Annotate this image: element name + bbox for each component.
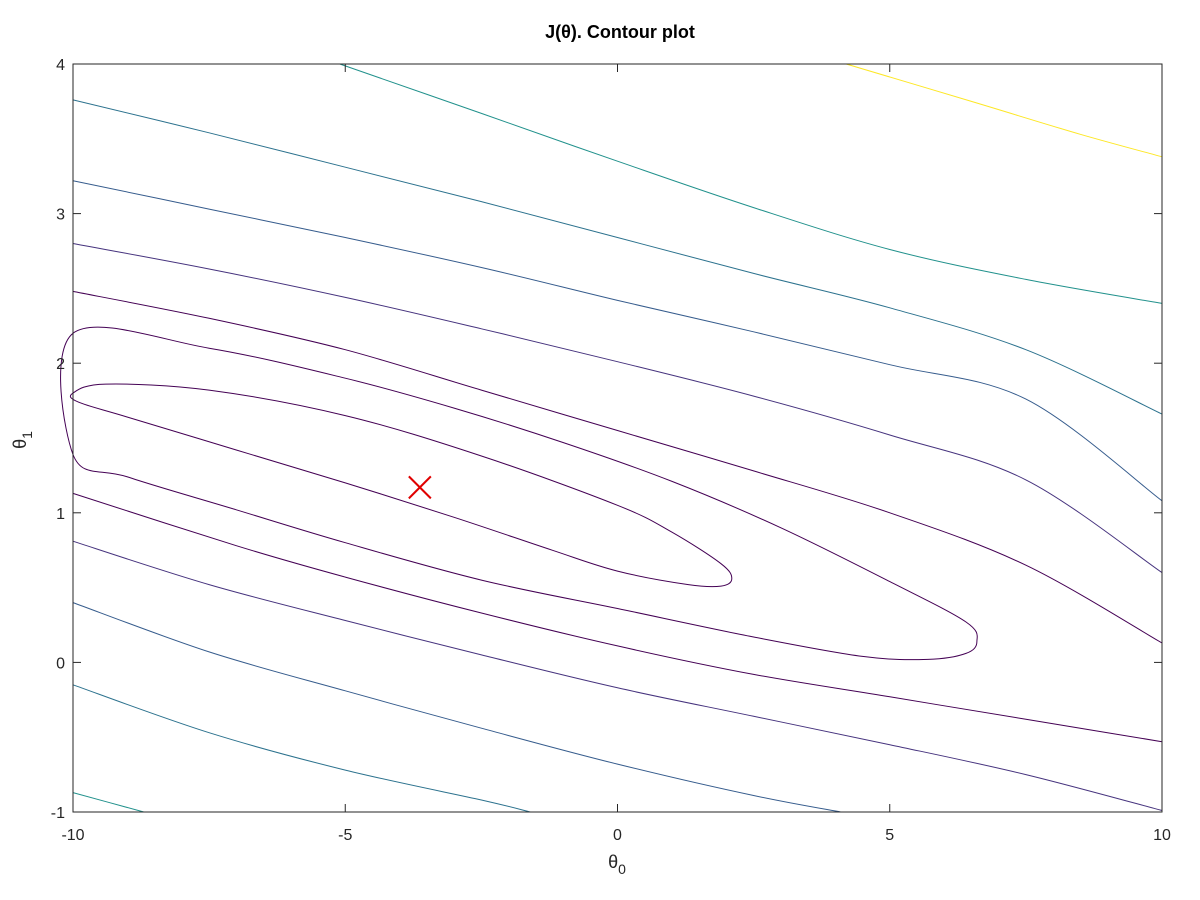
y-tick-label: 4 bbox=[56, 57, 65, 74]
x-tick-label: -10 bbox=[61, 827, 84, 844]
contour-line-1 bbox=[69, 383, 733, 588]
contour-line-13 bbox=[846, 63, 1163, 158]
y-axis-label-text: θ1 bbox=[10, 431, 35, 449]
contour-line-6 bbox=[72, 243, 1163, 574]
x-tick-label: 0 bbox=[613, 827, 622, 844]
minimum-marker-stroke-2 bbox=[408, 475, 432, 500]
y-tick-label: 2 bbox=[56, 356, 65, 373]
chart-title: J(θ). Contour plot bbox=[545, 22, 695, 42]
contour-line-2 bbox=[60, 326, 978, 661]
y-axis-label: θ1 bbox=[10, 431, 35, 449]
contour-lines bbox=[60, 63, 1163, 813]
contour-line-9 bbox=[72, 684, 531, 813]
contour-line-4 bbox=[72, 290, 1163, 644]
y-tick-label: 0 bbox=[56, 655, 65, 672]
contour-line-10 bbox=[72, 99, 1163, 415]
contour-line-3 bbox=[72, 492, 1163, 743]
x-axis-label-text: θ0 bbox=[608, 852, 626, 877]
y-tick-label: 1 bbox=[56, 506, 65, 523]
x-tick-label: -5 bbox=[338, 827, 352, 844]
y-tick-label: -1 bbox=[51, 805, 65, 822]
contour-line-11 bbox=[72, 792, 144, 813]
x-tick-label: 5 bbox=[885, 827, 894, 844]
y-tick-label: 3 bbox=[56, 207, 65, 224]
plot-background bbox=[73, 64, 1162, 812]
contour-line-7 bbox=[72, 602, 841, 813]
contour-line-5 bbox=[72, 540, 1163, 811]
contour-line-8 bbox=[72, 180, 1163, 502]
contour-line-12 bbox=[339, 63, 1163, 304]
minimum-marker bbox=[408, 475, 432, 500]
x-tick-label: 10 bbox=[1153, 827, 1171, 844]
x-axis-label: θ0 bbox=[608, 852, 626, 877]
